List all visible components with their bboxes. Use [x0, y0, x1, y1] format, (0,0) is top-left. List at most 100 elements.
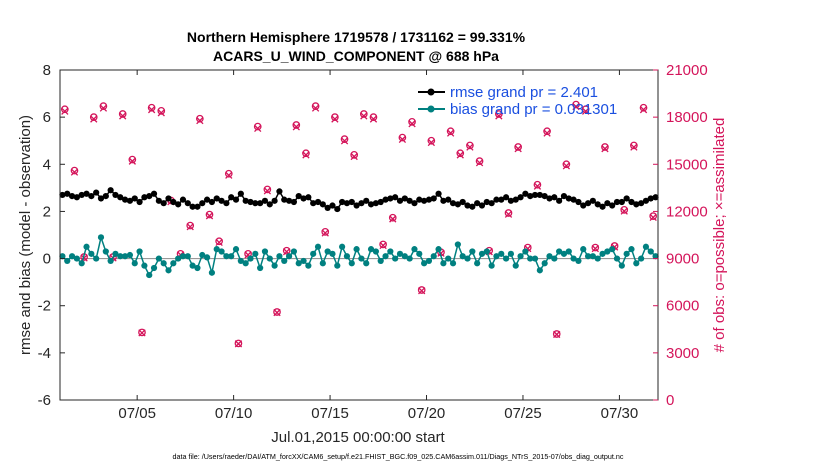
- y-tick-label: -6: [38, 392, 51, 409]
- rmse-point: [589, 197, 596, 204]
- rmse-point: [483, 198, 490, 206]
- obs-assimilated-marker: [398, 135, 407, 143]
- bias-point: [334, 262, 341, 269]
- rmse-point: [59, 191, 66, 199]
- bias-point: [609, 246, 616, 253]
- obs-assimilated-stroke: [254, 124, 262, 133]
- obs-assimilated-marker: [186, 223, 194, 231]
- rmse-point: [122, 196, 129, 203]
- bias-point: [493, 253, 500, 260]
- rmse-point: [618, 198, 625, 206]
- x-tick-label: 07/25: [504, 405, 542, 422]
- bias-point: [324, 248, 331, 255]
- obs-possible-marker: [263, 185, 272, 194]
- legend-rmse-marker: [427, 88, 435, 96]
- obs-possible-marker: [388, 213, 397, 222]
- obs-assimilated-stroke: [369, 115, 378, 123]
- rmse-point: [522, 190, 529, 197]
- rmse-point: [411, 200, 418, 207]
- y2-tick-label: 21000: [666, 62, 708, 79]
- legend: rmse grand pr = 2.401 bias grand pr = 0.…: [418, 84, 617, 118]
- obs-possible-marker: [475, 157, 484, 165]
- rmse-point: [199, 200, 206, 207]
- rmse-point: [541, 193, 548, 200]
- rmse-point: [88, 193, 95, 200]
- rmse-point: [580, 202, 587, 209]
- bias-point: [435, 246, 442, 253]
- rmse-point: [314, 198, 322, 206]
- rmse-point: [203, 196, 211, 203]
- bias-point: [136, 248, 143, 255]
- obs-assimilated-marker: [157, 109, 165, 117]
- obs-assimilated-stroke: [514, 145, 522, 153]
- rmse-point: [218, 197, 225, 204]
- bias-point: [310, 250, 317, 257]
- rmse-point: [382, 196, 389, 203]
- rmse-point: [97, 195, 105, 202]
- obs-assimilated-marker: [311, 104, 320, 112]
- obs-possible-marker: [99, 102, 108, 110]
- obs-assimilated-stroke: [446, 129, 455, 137]
- obs-assimilated-marker: [215, 238, 223, 247]
- obs-possible-marker: [552, 330, 561, 338]
- obs-assimilated-marker: [582, 107, 590, 115]
- bias-point: [594, 255, 601, 262]
- rmse-point: [363, 197, 370, 204]
- bias-point: [551, 255, 558, 262]
- obs-assimilated-stroke: [244, 251, 252, 259]
- obs-assimilated-marker: [128, 157, 136, 165]
- y2-tick-label: 18000: [666, 109, 708, 126]
- bias-point: [575, 257, 582, 265]
- bias-point: [454, 241, 461, 248]
- rmse-point: [560, 193, 568, 200]
- rmse-point: [445, 196, 452, 203]
- bias-point: [285, 253, 293, 260]
- rmse-point: [488, 200, 495, 207]
- rmse-point: [136, 198, 143, 206]
- rmse-point: [305, 194, 312, 201]
- rmse-point: [343, 200, 351, 207]
- obs-possible-marker: [70, 166, 79, 175]
- obs-assimilated-marker: [446, 129, 455, 137]
- x-tick-label: 07/30: [601, 405, 639, 422]
- obs-assimilated-stroke: [302, 151, 310, 159]
- obs-assimilated-stroke: [273, 308, 281, 317]
- obs-possible-marker: [350, 151, 359, 159]
- bias-point: [421, 260, 428, 267]
- obs-possible-marker: [630, 141, 638, 150]
- rmse-point: [638, 200, 645, 207]
- bias-point: [536, 267, 543, 274]
- bias-point: [295, 260, 302, 267]
- rmse-point: [647, 195, 654, 202]
- obs-assimilated-marker: [196, 116, 204, 125]
- obs-assimilated-marker: [630, 143, 638, 151]
- bias-point: [604, 248, 611, 255]
- rmse-point: [310, 200, 317, 207]
- obs-assimilated-marker: [70, 168, 79, 176]
- obs-assimilated-marker: [572, 102, 580, 111]
- bias-point: [107, 257, 114, 265]
- obs-assimilated-stroke: [389, 215, 397, 223]
- rmse-point: [247, 198, 254, 206]
- rmse-point: [594, 201, 601, 208]
- bias-point: [271, 262, 278, 269]
- obs-possible-marker: [273, 308, 281, 316]
- bias-point: [122, 253, 129, 260]
- bias-point: [305, 262, 312, 269]
- rmse-point: [531, 191, 539, 199]
- obs-assimilated-marker: [427, 138, 435, 147]
- rmse-point: [536, 191, 543, 199]
- rmse-point: [469, 203, 476, 210]
- obs-assimilated-marker: [562, 162, 571, 170]
- rmse-point: [281, 196, 288, 203]
- bias-point: [155, 255, 162, 262]
- rmse-point: [126, 197, 134, 204]
- rmse-point: [527, 193, 534, 200]
- obs-assimilated-marker: [418, 287, 426, 295]
- legend-bias-marker: [427, 105, 435, 113]
- obs-assimilated-marker: [234, 340, 243, 348]
- rmse-point: [68, 193, 76, 200]
- rmse-point: [387, 195, 394, 202]
- bias-point: [488, 262, 495, 269]
- bias-point: [382, 253, 389, 260]
